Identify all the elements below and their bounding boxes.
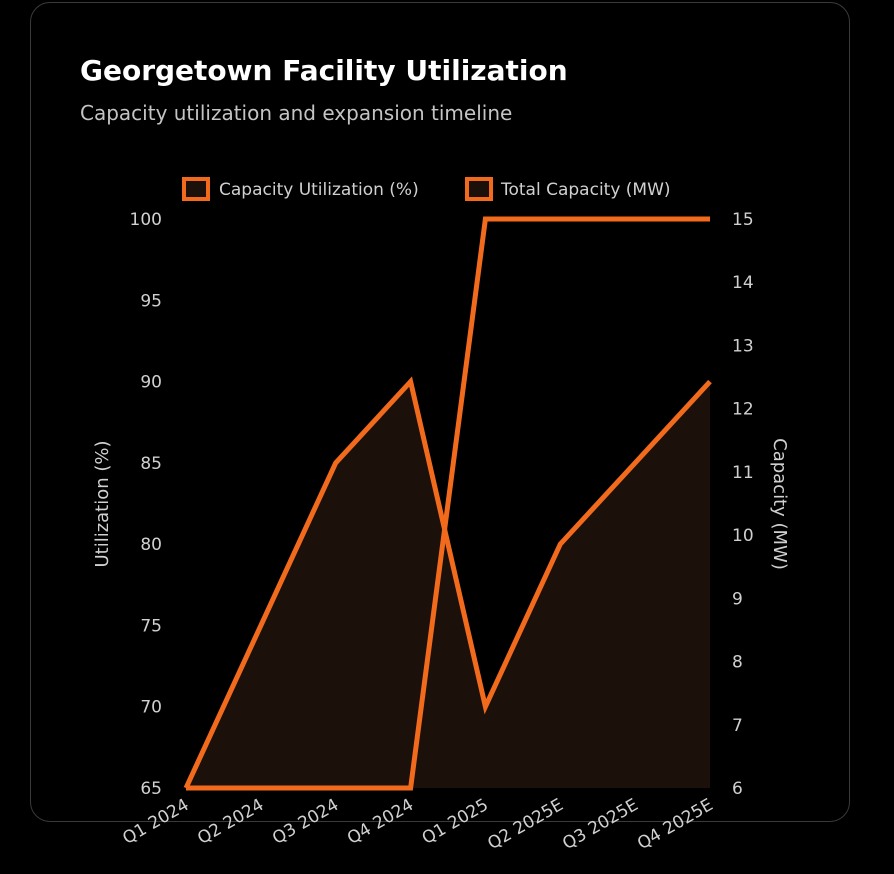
left-tick-label: 95 — [140, 291, 162, 311]
right-tick-label: 7 — [732, 716, 743, 736]
x-tick-label: Q4 2025E — [634, 795, 716, 854]
chart-title: Georgetown Facility Utilization — [80, 54, 568, 87]
series-line-0 — [183, 376, 712, 790]
right-axis-title: Capacity (MW) — [769, 438, 790, 570]
series-lines-layer — [183, 216, 712, 791]
legend-label-capacity: Total Capacity (MW) — [500, 180, 671, 200]
x-tick-label: Q2 2025E — [484, 795, 566, 854]
legend: Capacity Utilization (%) Total Capacity … — [182, 177, 671, 201]
left-axis-ticks: 65 70 75 80 85 90 95 100 — [130, 210, 162, 799]
x-tick-label: Q1 2024 — [119, 795, 192, 849]
right-tick-label: 9 — [732, 589, 743, 609]
left-tick-label: 80 — [140, 535, 162, 555]
right-tick-label: 11 — [732, 463, 754, 483]
legend-item-utilization[interactable]: Capacity Utilization (%) — [182, 177, 419, 201]
x-tick-label: Q4 2024 — [344, 795, 417, 849]
right-tick-label: 6 — [732, 779, 743, 799]
left-axis-title: Utilization (%) — [92, 440, 113, 567]
left-tick-label: 100 — [130, 210, 162, 230]
right-tick-label: 12 — [732, 400, 754, 420]
right-tick-label: 8 — [732, 653, 743, 673]
right-tick-label: 10 — [732, 526, 754, 546]
x-tick-label: Q2 2024 — [194, 795, 267, 849]
legend-swatch-capacity — [465, 177, 493, 201]
left-tick-label: 65 — [140, 779, 162, 799]
left-tick-label: 70 — [140, 698, 162, 718]
left-tick-label: 90 — [140, 373, 162, 393]
right-axis-ticks: 6 7 8 9 10 11 12 13 14 15 — [732, 210, 754, 799]
left-tick-label: 75 — [140, 616, 162, 636]
chart-subtitle: Capacity utilization and expansion timel… — [80, 101, 513, 125]
x-tick-label: Q3 2024 — [269, 795, 342, 849]
left-tick-label: 85 — [140, 454, 162, 474]
legend-swatch-utilization — [182, 177, 210, 201]
area-fill-layer — [186, 381, 710, 788]
legend-item-capacity[interactable]: Total Capacity (MW) — [465, 177, 671, 201]
series-area-0 — [186, 381, 710, 788]
legend-label-utilization: Capacity Utilization (%) — [219, 180, 419, 200]
x-tick-label: Q3 2025E — [559, 795, 641, 854]
right-tick-label: 13 — [732, 336, 754, 356]
right-tick-label: 14 — [732, 273, 754, 293]
series-line-1 — [186, 216, 710, 791]
right-tick-label: 15 — [732, 210, 754, 230]
x-tick-label: Q1 2025 — [419, 795, 492, 849]
